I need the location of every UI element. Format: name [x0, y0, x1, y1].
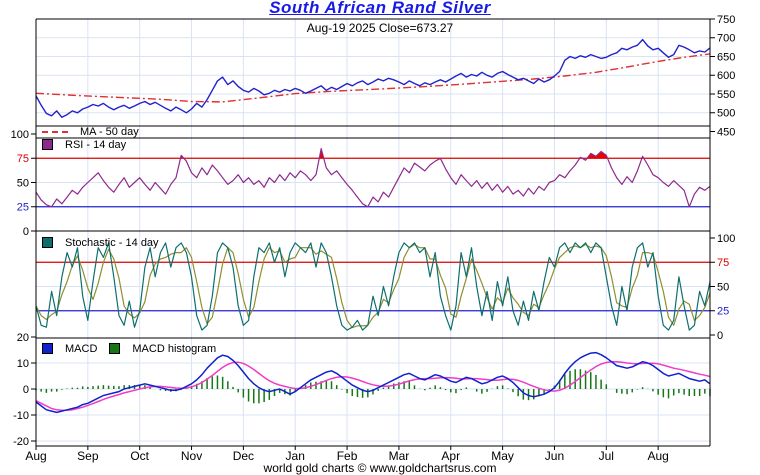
- ma50-line: [35, 53, 711, 103]
- stoch-d-line: [35, 243, 711, 329]
- stochastic-color-swatch-icon: [42, 237, 53, 248]
- sto-y-tick-label: 50: [717, 281, 729, 293]
- price-y-tick-label: 750: [717, 14, 735, 26]
- x-tick-label: Jan: [286, 449, 305, 463]
- x-tick-label: Apr: [441, 449, 460, 463]
- rsi-legend: RSI - 14 day: [42, 138, 127, 151]
- macd-y-tick-label: 20: [17, 332, 29, 344]
- ma50-legend-label: MA - 50 day: [80, 125, 139, 138]
- rsi-color-swatch-icon: [42, 139, 53, 150]
- x-tick-label: Sep: [77, 449, 99, 463]
- x-tick-label: Mar: [389, 449, 410, 463]
- ma50-legend: MA - 50 day: [42, 125, 139, 138]
- x-tick-label: Jul: [599, 449, 614, 463]
- price-y-tick-label: 700: [717, 33, 735, 45]
- macd-y-tick-label: 0: [23, 384, 29, 396]
- rsi-y-tick-label: 100: [11, 129, 29, 141]
- macd-histogram-legend-label: MACD histogram: [132, 342, 217, 355]
- macd-line: [35, 351, 711, 414]
- rsi-y-tick-label: 0: [23, 226, 29, 238]
- macd-y-tick-label: 10: [17, 358, 29, 370]
- x-tick-label: Nov: [181, 449, 202, 463]
- date-close-subtitle: Aug-19 2025 Close=673.27: [306, 21, 454, 35]
- rsi-y-tick-label: 50: [17, 177, 29, 189]
- price-y-tick-label: 500: [717, 108, 735, 120]
- x-tick-label: May: [491, 449, 514, 463]
- macd-histogram-color-swatch-icon: [109, 343, 121, 354]
- rsi-y-tick-label: 75: [17, 153, 29, 165]
- macd-signal-line: [35, 360, 711, 412]
- sto-y-tick-label: 75: [717, 257, 729, 269]
- price-y-tick-label: 450: [717, 126, 735, 138]
- price-line: [35, 38, 711, 119]
- macd-y-tick-label: -20: [13, 436, 29, 448]
- sto-y-tick-label: 100: [717, 233, 735, 245]
- x-tick-label: Aug: [25, 449, 46, 463]
- macd-color-swatch-icon: [42, 343, 53, 354]
- macd-y-tick-label: -10: [13, 410, 29, 422]
- x-tick-label: Aug: [647, 449, 668, 463]
- x-tick-label: Dec: [233, 449, 254, 463]
- rsi-legend-label: RSI - 14 day: [65, 138, 127, 151]
- price-y-tick-label: 600: [717, 70, 735, 82]
- stochastic-legend: Stochastic - 14 day: [42, 236, 159, 249]
- macd-legend: MACD MACD histogram: [42, 342, 217, 355]
- price-y-tick-label: 650: [717, 51, 735, 63]
- macd-legend-label: MACD: [65, 342, 98, 355]
- rsi-y-tick-label: 25: [17, 202, 29, 214]
- stoch-k-line: [35, 242, 711, 331]
- x-tick-label: Jun: [545, 449, 564, 463]
- sto-y-tick-label: 0: [717, 330, 723, 342]
- page-title: South African Rand Silver: [269, 0, 491, 17]
- credit-footer: world gold charts © www.goldchartsrus.co…: [263, 461, 497, 475]
- price-y-tick-label: 550: [717, 89, 735, 101]
- rsi-line: [35, 148, 711, 208]
- rsi-overbought-fill: [587, 151, 608, 159]
- x-tick-label: Oct: [130, 449, 149, 463]
- ma50-line-sample-icon: [42, 130, 68, 133]
- sto-y-tick-label: 25: [717, 306, 729, 318]
- x-tick-label: Feb: [337, 449, 358, 463]
- stochastic-legend-label: Stochastic - 14 day: [65, 236, 159, 249]
